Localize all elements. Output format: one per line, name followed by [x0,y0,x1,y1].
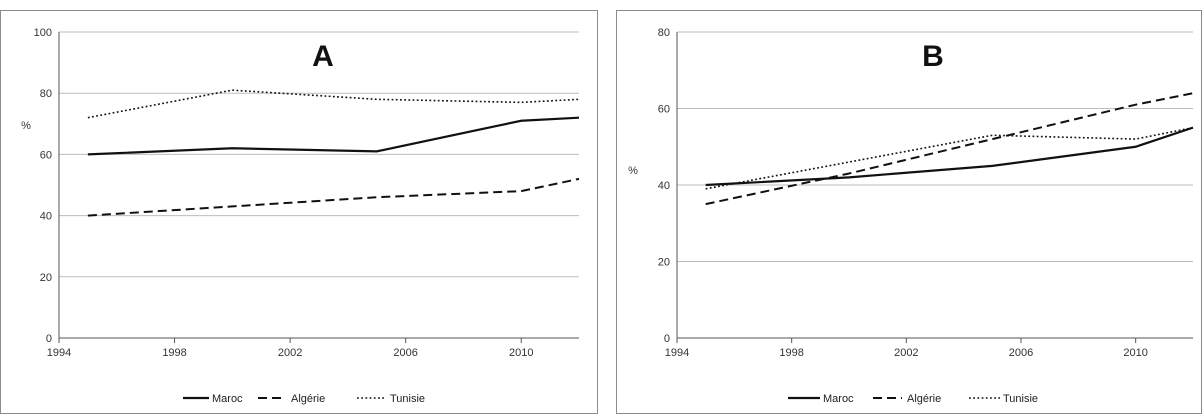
y-tick-label-60: 60 [40,149,52,161]
series-line-tunisie [705,126,1194,190]
chart-panel-b: 0 20 40 60 80 1994 1998 2002 2006 2010% B Maroc Algé… [616,10,1202,414]
legend-label-1: Algérie [291,393,325,405]
x-tick-label-1994: 1994 [665,347,689,359]
y-tick-label-100: 100 [34,27,52,39]
legend-label-2: Tunisie [390,393,425,405]
series-line-maroc [705,126,1194,187]
series-line-tunisie [87,89,580,119]
chart-title: A [312,40,334,73]
y-tick-label-40: 40 [658,180,670,192]
series-line-algrie [87,177,580,217]
y-tick-label-0: 0 [664,333,670,345]
y-tick-label-20: 20 [40,272,52,284]
y-axis-label: % [21,120,31,132]
x-tick-label-2006: 2006 [393,347,417,359]
legend-label-2: Tunisie [1003,393,1038,405]
y-tick-label-40: 40 [40,211,52,223]
chart-a-svg: 0 20 40 60 80 100 1994 1998 2002 2006 2010% A Maroc A… [21,27,580,405]
y-tick-label-60: 60 [658,104,670,116]
y-tick-label-0: 0 [46,333,52,345]
series-line-maroc [87,116,580,156]
chart-b-svg: 0 20 40 60 80 1994 1998 2002 2006 2010% B Maroc Algé… [628,27,1194,405]
x-tick-label-1994: 1994 [47,347,71,359]
legend-label-1: Algérie [907,393,941,405]
y-axis-label: % [628,165,638,177]
y-tick-label-20: 20 [658,257,670,269]
legend-label-0: Maroc [823,393,854,405]
x-tick-label-2006: 2006 [1009,347,1033,359]
chart-title: B [922,40,944,73]
x-tick-label-1998: 1998 [162,347,186,359]
y-tick-label-80: 80 [658,27,670,39]
x-tick-label-2010: 2010 [1123,347,1147,359]
x-tick-label-2002: 2002 [894,347,918,359]
x-tick-label-2010: 2010 [509,347,533,359]
x-tick-label-2002: 2002 [278,347,302,359]
legend-label-0: Maroc [212,393,243,405]
x-tick-label-1998: 1998 [779,347,803,359]
y-tick-label-80: 80 [40,88,52,100]
chart-panel-a: 0 20 40 60 80 100 1994 1998 2002 2006 2010% A Maroc A… [0,10,598,414]
